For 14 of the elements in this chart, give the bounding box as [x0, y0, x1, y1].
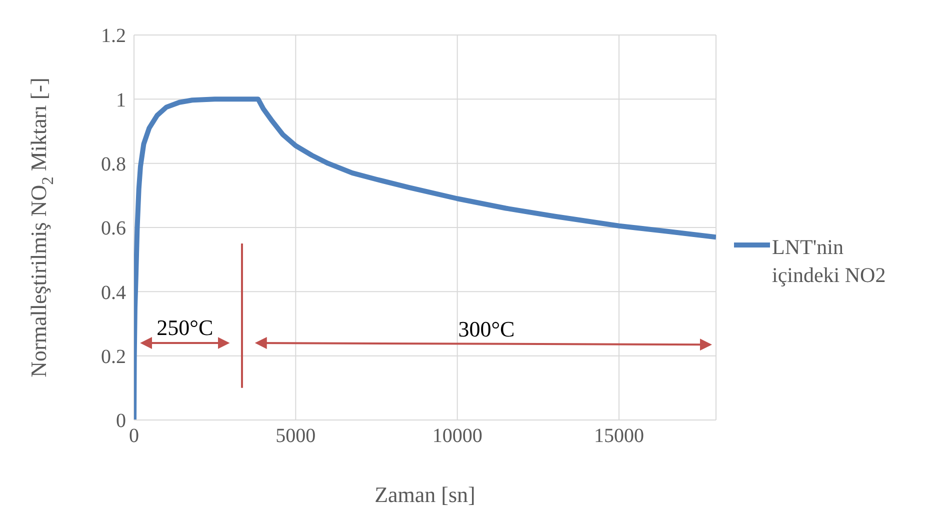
y-tick-label: 0.4 — [101, 282, 126, 304]
y-tick-label: 0 — [116, 410, 126, 432]
y-tick-label: 0.6 — [101, 218, 126, 240]
y-tick-label: 0.2 — [101, 346, 126, 368]
y-tick-label: 1 — [116, 89, 126, 112]
y-tick-label: 0.8 — [101, 153, 126, 176]
y-tick-label: 1.2 — [101, 25, 126, 48]
x-tick-label: 10000 — [432, 425, 482, 448]
annotation: 250°C — [156, 314, 214, 340]
x-axis-title: Zaman [sn] — [374, 482, 476, 507]
legend-label: LNT'nin içindeki NO2 — [772, 234, 887, 288]
annotation: 300°C — [458, 316, 515, 342]
x-tick-label: 15000 — [594, 425, 644, 448]
x-tick-label: 5000 — [276, 425, 316, 448]
